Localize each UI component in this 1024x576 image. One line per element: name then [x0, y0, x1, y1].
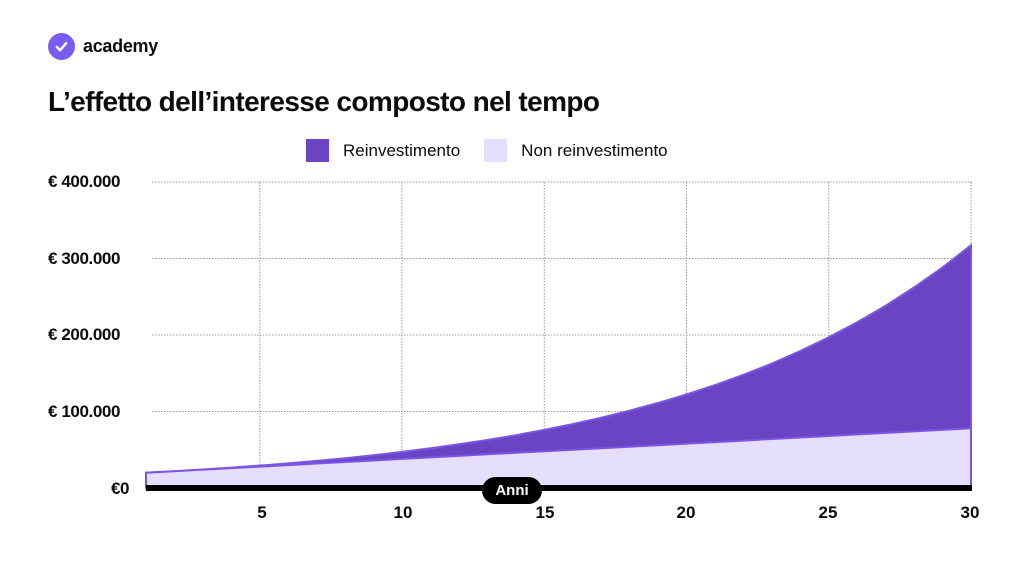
y-tick: €0: [111, 479, 130, 498]
y-tick: € 300.000: [48, 249, 121, 268]
y-tick: € 200.000: [48, 325, 121, 344]
chart-title: L’effetto dell’interesse composto nel te…: [48, 86, 600, 117]
brand-name: academy: [83, 36, 158, 56]
x-tick: 30: [960, 503, 980, 522]
brand: academy: [48, 33, 158, 60]
chart-legend: Reinvestimento Non reinvestimento: [306, 139, 692, 162]
x-axis-label: Anni: [482, 477, 542, 504]
area-reinvestimento: [145, 243, 972, 489]
area-non-reinvestimento: [145, 427, 972, 489]
y-tick: € 400.000: [48, 172, 121, 191]
legend-swatch: [306, 139, 329, 162]
legend-swatch: [484, 139, 508, 162]
x-tick: 10: [393, 503, 413, 522]
legend-label: Reinvestimento: [343, 140, 461, 160]
legend-item-non-reinvestimento: Non reinvestimento: [484, 139, 668, 162]
check-circle-icon: [48, 33, 75, 60]
legend-label: Non reinvestimento: [521, 140, 668, 160]
x-tick: 25: [818, 503, 838, 522]
y-tick: € 100.000: [48, 402, 121, 421]
x-tick: 20: [676, 503, 696, 522]
x-tick: 5: [257, 503, 267, 522]
legend-item-reinvestimento: Reinvestimento: [306, 139, 460, 162]
x-axis-line: [146, 485, 972, 491]
x-tick: 15: [535, 503, 555, 522]
